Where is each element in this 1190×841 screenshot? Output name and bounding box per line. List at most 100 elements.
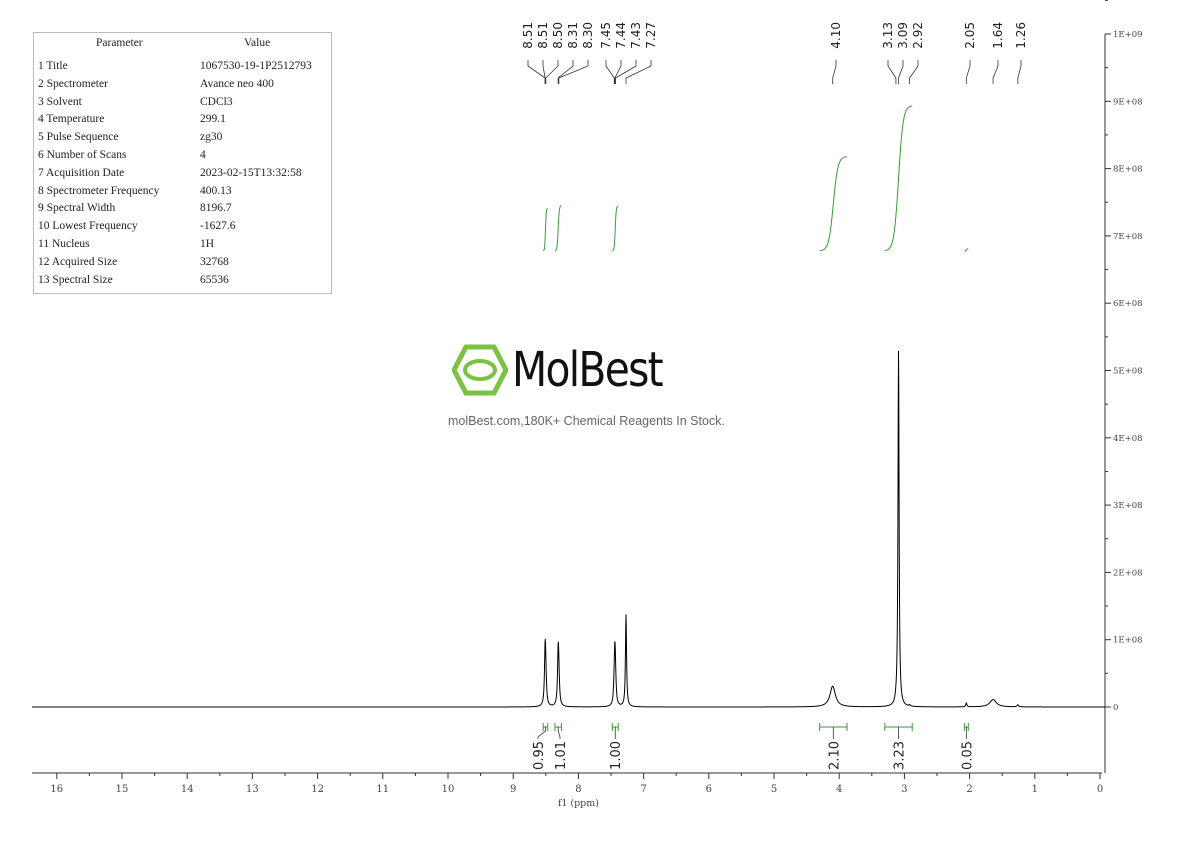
parameter-value: 1H xyxy=(200,238,215,250)
y-tick-label: 5E+08 xyxy=(1113,367,1143,377)
peak-label-leader xyxy=(605,60,615,84)
x-tick-label: 6 xyxy=(706,784,712,795)
parameter-value: 4 xyxy=(200,149,206,161)
brand-name: MolBest xyxy=(512,342,664,398)
parameter-value: 32768 xyxy=(200,255,229,268)
x-tick-label: 16 xyxy=(50,784,63,795)
parameter-name: 5 Pulse Sequence xyxy=(38,131,119,144)
parameter-name: 11 Nucleus xyxy=(38,238,90,250)
integral-curve xyxy=(612,205,619,252)
y-tick-label: 1E+08 xyxy=(1113,636,1143,646)
parameter-value: Avance neo 400 xyxy=(200,77,274,90)
peak-label: 7.27 xyxy=(644,22,658,49)
x-tick-label: 3 xyxy=(901,784,907,795)
molbest-logo: MolBest xyxy=(452,342,688,398)
x-tick-label: 10 xyxy=(442,784,455,795)
parameter-table: Parameter Value 1 Title 1067530-19-1P2512… xyxy=(33,32,332,294)
x-tick-label: 8 xyxy=(575,784,581,795)
parameter-name: 12 Acquired Size xyxy=(38,255,118,268)
peak-label-leader xyxy=(615,60,637,84)
y-tick-label: 1E+09 xyxy=(1113,30,1143,40)
parameter-value: 299.1 xyxy=(200,113,226,126)
hexagon-logo-icon xyxy=(452,344,508,396)
table-header-parameter: Parameter xyxy=(96,37,143,49)
integral-leader xyxy=(537,727,546,739)
parameter-value: -1627.6 xyxy=(200,220,236,233)
peak-label-leader xyxy=(527,60,546,84)
integral-curve xyxy=(819,156,848,252)
y-tick-label: 9E+08 xyxy=(1113,97,1143,107)
integral-value: 3.23 xyxy=(893,741,908,770)
x-tick-label: 12 xyxy=(311,784,324,795)
y-tick-label: 7E+08 xyxy=(1113,232,1143,242)
peak-label-leader xyxy=(625,60,652,84)
peak-label-leader xyxy=(832,60,837,84)
y-tick-label: 6E+08 xyxy=(1113,299,1143,309)
peak-label-leader xyxy=(965,60,971,84)
x-tick-label: 11 xyxy=(376,784,389,795)
parameter-value: zg30 xyxy=(200,131,223,144)
peak-label-leader xyxy=(909,60,919,84)
peak-label-leader xyxy=(992,60,999,84)
integral-value: 0.95 xyxy=(532,741,547,770)
integral-curve xyxy=(543,207,548,252)
integral-curve xyxy=(964,248,969,252)
integral-leader xyxy=(557,727,561,739)
x-tick-label: 13 xyxy=(246,784,259,795)
y-tick-label: 4E+08 xyxy=(1113,434,1143,444)
parameter-name: 3 Solvent xyxy=(38,95,82,108)
x-tick-label: 2 xyxy=(966,784,972,795)
peak-label: 1.64 xyxy=(991,22,1005,49)
parameter-name: 9 Spectral Width xyxy=(38,202,116,215)
x-tick-label: 5 xyxy=(771,784,777,795)
y-tick-label: 8E+08 xyxy=(1113,165,1143,175)
peak-label-leader xyxy=(558,60,589,84)
peak-label: 8.31 xyxy=(566,22,580,49)
parameter-value: 400.13 xyxy=(200,184,232,197)
x-tick-label: 9 xyxy=(510,784,516,795)
x-tick-label: 7 xyxy=(640,784,646,795)
peak-label-leader xyxy=(557,60,574,84)
parameter-name: 6 Number of Scans xyxy=(38,149,127,161)
peak-label: 7.45 xyxy=(599,22,613,49)
peak-label-leader xyxy=(545,60,559,84)
peak-label-leader xyxy=(1017,60,1022,84)
peak-label: 2.92 xyxy=(911,22,925,49)
peak-label: 7.44 xyxy=(614,22,628,49)
y-tick-label: 3E+08 xyxy=(1113,501,1143,511)
peak-label: 8.51 xyxy=(536,22,550,49)
x-tick-label: 15 xyxy=(116,784,129,795)
integral-value: 1.01 xyxy=(554,741,569,770)
peak-label: 8.30 xyxy=(581,22,595,49)
peak-label-leader xyxy=(898,60,904,84)
parameter-name: 2 Spectrometer xyxy=(38,77,108,90)
y-tick-label: 0 xyxy=(1113,703,1118,713)
x-axis-label: f1 (ppm) xyxy=(558,798,599,809)
parameter-value: 1067530-19-1P2512793 xyxy=(200,60,312,72)
integral-value: 0.05 xyxy=(960,741,975,770)
peak-label: 2.05 xyxy=(963,22,977,49)
peak-label-leader xyxy=(542,60,546,84)
peak-label-leader xyxy=(614,60,622,84)
parameter-value: 2023-02-15T13:32:58 xyxy=(200,166,302,179)
table-header-value: Value xyxy=(244,37,271,49)
parameter-value: 8196.7 xyxy=(200,202,232,215)
x-tick-label: 0 xyxy=(1097,784,1103,795)
peak-label: 8.51 xyxy=(521,22,535,49)
peak-label: 4.10 xyxy=(829,22,843,49)
parameter-name: 7 Acquisition Date xyxy=(38,166,125,179)
watermark-tagline: molBest.com,180K+ Chemical Reagents In S… xyxy=(448,414,725,428)
parameter-value: 65536 xyxy=(200,273,229,286)
integral-curve xyxy=(554,205,562,252)
x-tick-label: 1 xyxy=(1032,784,1038,795)
parameter-name: 13 Spectral Size xyxy=(38,273,113,286)
integral-value: 2.10 xyxy=(827,741,842,770)
parameter-name: 10 Lowest Frequency xyxy=(38,220,138,233)
peak-label: 7.43 xyxy=(629,22,643,49)
parameter-name: 8 Spectrometer Frequency xyxy=(38,184,160,197)
peak-label-leader xyxy=(887,60,897,84)
peak-label: 8.50 xyxy=(551,22,565,49)
peak-label: 3.13 xyxy=(881,22,895,49)
integral-value: 1.00 xyxy=(609,741,624,770)
